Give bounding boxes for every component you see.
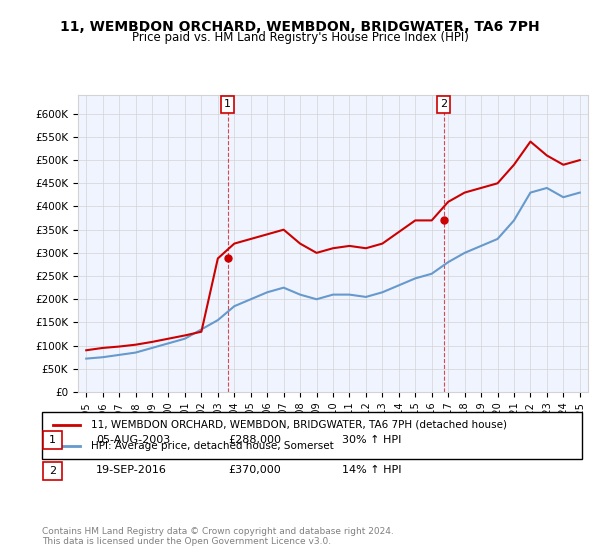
Text: 05-AUG-2003: 05-AUG-2003	[96, 435, 170, 445]
Text: £288,000: £288,000	[228, 435, 281, 445]
Text: Contains HM Land Registry data © Crown copyright and database right 2024.
This d: Contains HM Land Registry data © Crown c…	[42, 526, 394, 546]
Text: Price paid vs. HM Land Registry's House Price Index (HPI): Price paid vs. HM Land Registry's House …	[131, 31, 469, 44]
Text: HPI: Average price, detached house, Somerset: HPI: Average price, detached house, Some…	[91, 441, 334, 451]
Text: 14% ↑ HPI: 14% ↑ HPI	[342, 465, 401, 475]
Text: 30% ↑ HPI: 30% ↑ HPI	[342, 435, 401, 445]
Text: 2: 2	[440, 100, 447, 109]
FancyBboxPatch shape	[43, 431, 62, 449]
Text: £370,000: £370,000	[228, 465, 281, 475]
Text: 11, WEMBDON ORCHARD, WEMBDON, BRIDGWATER, TA6 7PH: 11, WEMBDON ORCHARD, WEMBDON, BRIDGWATER…	[60, 20, 540, 34]
Text: 19-SEP-2016: 19-SEP-2016	[96, 465, 167, 475]
Text: 11, WEMBDON ORCHARD, WEMBDON, BRIDGWATER, TA6 7PH (detached house): 11, WEMBDON ORCHARD, WEMBDON, BRIDGWATER…	[91, 420, 506, 430]
Text: 1: 1	[224, 100, 231, 109]
FancyBboxPatch shape	[43, 462, 62, 479]
Text: 2: 2	[49, 466, 56, 475]
Text: 1: 1	[49, 435, 56, 445]
FancyBboxPatch shape	[42, 412, 582, 459]
